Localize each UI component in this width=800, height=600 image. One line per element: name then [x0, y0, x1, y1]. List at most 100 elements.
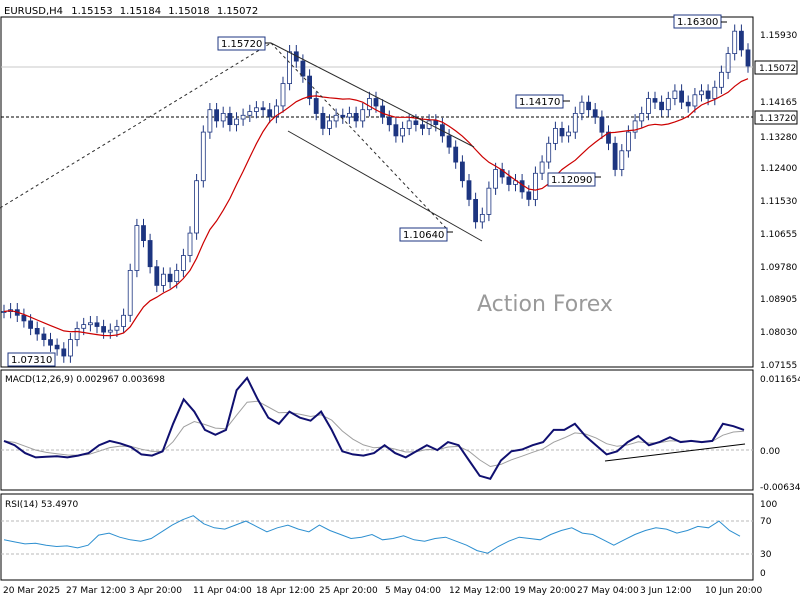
- candle-body: [413, 120, 419, 126]
- svg-text:0: 0: [760, 569, 766, 579]
- svg-text:1.10640: 1.10640: [403, 230, 444, 241]
- candle-body: [745, 49, 751, 67]
- candle-body: [546, 142, 552, 163]
- svg-text:1.14170: 1.14170: [519, 97, 560, 108]
- rsi-line: [3, 515, 741, 554]
- candle-body: [214, 109, 220, 122]
- candle-body: [712, 86, 718, 99]
- candle-body: [121, 314, 126, 327]
- candle-body: [626, 131, 631, 152]
- candle-body: [48, 339, 53, 346]
- header-low: 1.15018: [168, 6, 209, 17]
- chart-header: EURUSD,H4 1.15153 1.15184 1.15018 1.1507…: [4, 6, 258, 17]
- watermark: Action Forex: [477, 292, 613, 317]
- svg-text:3 Apr 20:00: 3 Apr 20:00: [129, 586, 182, 596]
- candle-body: [28, 320, 34, 329]
- candle-body: [572, 113, 578, 133]
- price-panel: 1.15720 1.14170 1.10640 1.12090 1.16300 …: [0, 14, 798, 371]
- candle-body: [141, 225, 146, 242]
- candle-body: [400, 127, 406, 137]
- candle-body: [340, 114, 346, 118]
- candle-body: [68, 339, 73, 357]
- svg-text:0.011654: 0.011654: [760, 375, 800, 385]
- candle-body: [486, 187, 492, 215]
- svg-text:10 Jun 20:00: 10 Jun 20:00: [705, 586, 762, 596]
- candle-body: [599, 116, 605, 133]
- svg-text:1.08030: 1.08030: [760, 328, 797, 338]
- svg-text:12 May 12:00: 12 May 12:00: [449, 586, 511, 596]
- candle-series: [1, 24, 751, 363]
- candle-body: [406, 120, 412, 129]
- macd-axis: 0.011654 0.00 -0.006345: [760, 375, 800, 493]
- svg-text:27 May 04:00: 27 May 04:00: [577, 586, 639, 596]
- candle-body: [333, 114, 339, 122]
- candle-body: [253, 107, 259, 112]
- candle-body: [685, 101, 691, 107]
- candle-body: [307, 75, 313, 99]
- candle-body: [300, 60, 306, 77]
- annotation-1-07310: 1.07310: [7, 352, 56, 367]
- candle-body: [479, 213, 485, 223]
- annotation-1-14170: 1.14170: [515, 94, 570, 109]
- price-axis: 1.15930 1.14165 1.13280 1.12400 1.11530 …: [760, 31, 797, 371]
- candle-body: [446, 135, 452, 148]
- candle-body: [619, 150, 625, 170]
- candle-body: [380, 105, 386, 118]
- candle-body: [739, 30, 744, 51]
- svg-text:-0.006345: -0.006345: [760, 483, 800, 493]
- header-symbol: EURUSD,H4: [4, 6, 63, 17]
- candle-body: [114, 326, 120, 331]
- candle-body: [1, 311, 7, 313]
- annotation-1-10640: 1.10640: [399, 227, 453, 242]
- svg-text:1.08905: 1.08905: [760, 295, 797, 305]
- candle-body: [612, 142, 618, 170]
- candle-body: [459, 161, 465, 182]
- candle-body: [207, 109, 213, 133]
- time-axis: 20 Mar 2025 27 Mar 12:00 3 Apr 20:00 11 …: [3, 586, 762, 596]
- svg-text:1.15720: 1.15720: [221, 39, 262, 50]
- candle-body: [287, 51, 293, 84]
- candle-body: [699, 90, 704, 96]
- candle-body: [81, 324, 87, 329]
- candle-body: [353, 113, 359, 122]
- candle-body: [41, 333, 47, 340]
- candle-body: [433, 120, 439, 126]
- candle-body: [725, 53, 731, 73]
- macd-trendline: [604, 443, 746, 462]
- candle-body: [526, 191, 532, 200]
- svg-text:11 Apr 04:00: 11 Apr 04:00: [193, 586, 252, 596]
- macd-line: [3, 376, 745, 480]
- candle-body: [147, 240, 153, 268]
- candle-body: [54, 344, 60, 350]
- svg-text:1.12090: 1.12090: [551, 175, 592, 186]
- candle-body: [194, 180, 200, 234]
- candle-body: [200, 131, 206, 182]
- candle-body: [74, 327, 80, 340]
- level-price-tag: 1.13720: [754, 110, 798, 125]
- candle-body: [659, 101, 664, 111]
- candle-body: [632, 120, 638, 133]
- candle-body: [240, 114, 246, 120]
- candle-body: [652, 98, 658, 103]
- candle-body: [227, 113, 233, 126]
- current-price-tag: 1.15072: [754, 60, 798, 75]
- candle-body: [553, 127, 558, 144]
- candle-body: [466, 180, 472, 200]
- rsi-title: RSI(14) 53.4970: [5, 500, 78, 510]
- candle-body: [327, 120, 332, 129]
- candle-body: [606, 131, 611, 144]
- svg-text:1.14165: 1.14165: [760, 98, 797, 108]
- candle-body: [393, 124, 399, 137]
- candle-body: [539, 161, 545, 174]
- candle-body: [280, 83, 286, 107]
- svg-text:1.07310: 1.07310: [11, 355, 52, 366]
- candle-body: [732, 30, 738, 55]
- candle-body: [167, 273, 173, 283]
- svg-text:0.00: 0.00: [760, 447, 780, 457]
- svg-text:19 May 20:00: 19 May 20:00: [514, 586, 576, 596]
- svg-text:1.11530: 1.11530: [760, 197, 797, 207]
- candle-body: [665, 98, 671, 111]
- svg-text:1.09780: 1.09780: [760, 263, 797, 273]
- candle-body: [273, 105, 279, 117]
